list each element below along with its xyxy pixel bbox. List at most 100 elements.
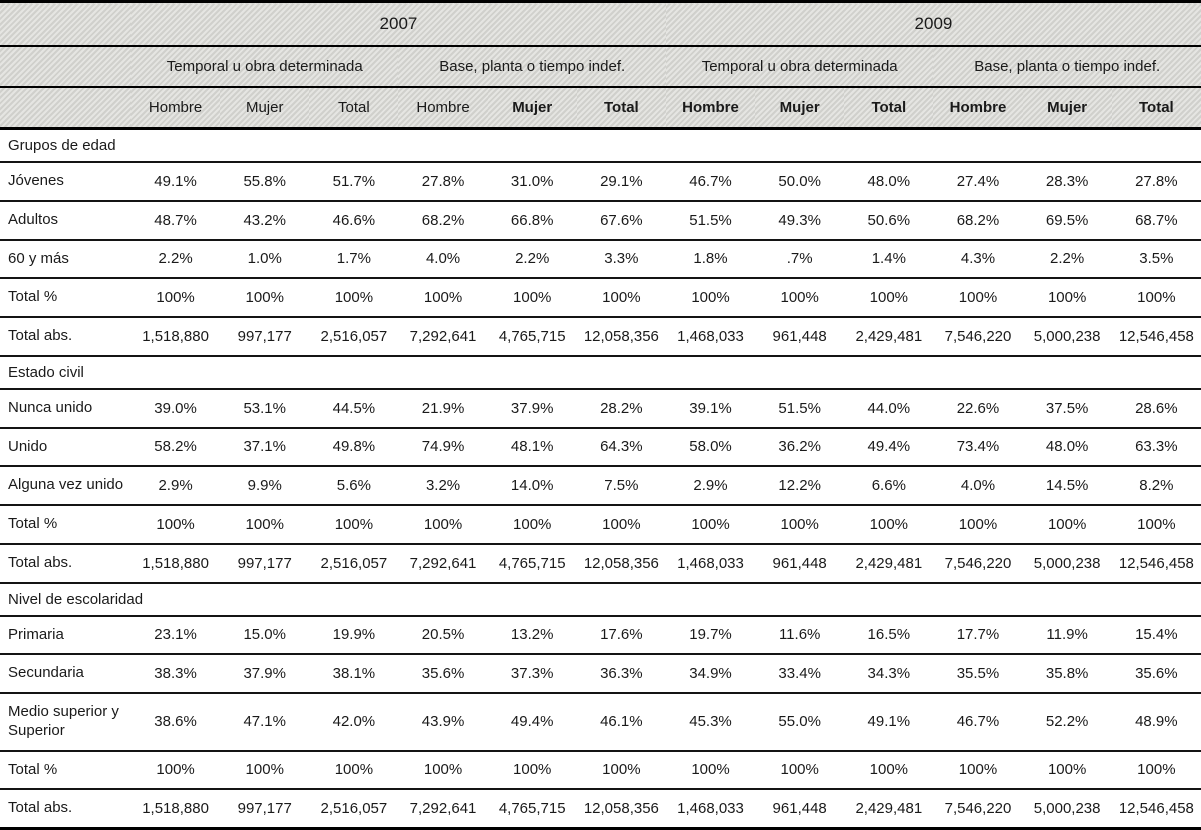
- value-cell: 27.8%: [1111, 162, 1201, 202]
- value-cell: 46.1%: [576, 693, 666, 752]
- value-cell: 27.4%: [933, 162, 1023, 202]
- value-cell: 3.5%: [1111, 239, 1201, 280]
- value-cell: 100%: [220, 505, 310, 545]
- value-cell: 51.7%: [309, 162, 399, 202]
- value-cell: 5.6%: [309, 466, 399, 506]
- row-label: Primaria: [0, 615, 131, 656]
- value-cell: 69.5%: [1022, 200, 1112, 241]
- col-header-total: Total: [576, 87, 666, 130]
- row-label: Nunca unido: [0, 388, 131, 429]
- value-cell: 9.9%: [220, 466, 310, 506]
- value-cell: 100%: [131, 750, 221, 791]
- value-cell: 37.9%: [487, 388, 577, 429]
- value-cell: 49.3%: [755, 200, 845, 241]
- value-cell: 100%: [398, 750, 488, 791]
- year-header-2009: 2009: [665, 1, 1201, 47]
- value-cell: 100%: [309, 750, 399, 791]
- value-cell: 31.0%: [487, 162, 577, 202]
- value-cell: 100%: [665, 505, 756, 545]
- value-cell: 100%: [576, 505, 666, 545]
- value-cell: 100%: [933, 505, 1023, 545]
- value-cell: 39.1%: [665, 388, 756, 429]
- value-cell: 100%: [665, 278, 756, 318]
- value-cell: 37.3%: [487, 654, 577, 694]
- table-row: Total abs. 1,518,880 997,177 2,516,057 7,292…: [0, 789, 1201, 829]
- table-row: 60 y más 2.2% 1.0% 1.7% 4.0% 2.2% 3.3% 1.8% .7% 1…: [0, 239, 1201, 280]
- value-cell: 2,429,481: [844, 789, 934, 829]
- value-cell: 28.2%: [576, 388, 666, 429]
- value-cell: 17.6%: [576, 615, 666, 656]
- corner-cell: [0, 46, 131, 88]
- row-label: Total abs.: [0, 543, 131, 584]
- corner-cell: [0, 87, 131, 130]
- value-cell: 11.9%: [1022, 615, 1112, 656]
- table-row: Secundaria 38.3% 37.9% 38.1% 35.6% 37.3% 36.3%…: [0, 654, 1201, 694]
- value-cell: 100%: [220, 750, 310, 791]
- value-cell: 100%: [1022, 505, 1112, 545]
- value-cell: 46.6%: [309, 200, 399, 241]
- value-cell: 100%: [665, 750, 756, 791]
- section-title: Grupos de edad: [0, 128, 1201, 163]
- table-row: Total abs. 1,518,880 997,177 2,516,057 7,292…: [0, 317, 1201, 357]
- value-cell: 55.0%: [755, 693, 845, 752]
- value-cell: 36.2%: [755, 427, 845, 468]
- col-header-hombre: Hombre: [398, 87, 488, 130]
- row-label: Total abs.: [0, 317, 131, 357]
- value-cell: 7.5%: [576, 466, 666, 506]
- value-cell: 50.6%: [844, 200, 934, 241]
- col-header-mujer: Mujer: [220, 87, 310, 130]
- value-cell: 997,177: [220, 317, 310, 357]
- value-cell: 63.3%: [1111, 427, 1201, 468]
- value-cell: 1.4%: [844, 239, 934, 280]
- value-cell: 2.2%: [131, 239, 221, 280]
- value-cell: 34.3%: [844, 654, 934, 694]
- value-cell: 47.1%: [220, 693, 310, 752]
- value-cell: 1,468,033: [665, 317, 756, 357]
- value-cell: 12,546,458: [1111, 317, 1201, 357]
- value-cell: 100%: [487, 750, 577, 791]
- value-cell: 33.4%: [755, 654, 845, 694]
- value-cell: 48.1%: [487, 427, 577, 468]
- section-title-row: Grupos de edad: [0, 128, 1201, 163]
- value-cell: 7,292,641: [398, 317, 488, 357]
- value-cell: 48.0%: [844, 162, 934, 202]
- value-cell: 27.8%: [398, 162, 488, 202]
- row-label: Total %: [0, 278, 131, 318]
- table-row: Total % 100% 100% 100% 100% 100% 100% 100% 100% 1…: [0, 505, 1201, 545]
- col-header-hombre: Hombre: [665, 87, 756, 130]
- value-cell: 2.2%: [1022, 239, 1112, 280]
- value-cell: 1,518,880: [131, 317, 221, 357]
- col-header-hombre: Hombre: [933, 87, 1023, 130]
- col-header-total: Total: [1111, 87, 1201, 130]
- value-cell: 49.4%: [487, 693, 577, 752]
- value-cell: 100%: [220, 278, 310, 318]
- value-cell: 49.4%: [844, 427, 934, 468]
- value-cell: 28.6%: [1111, 388, 1201, 429]
- value-cell: 1,468,033: [665, 789, 756, 829]
- col-header-mujer: Mujer: [755, 87, 845, 130]
- value-cell: 7,546,220: [933, 789, 1023, 829]
- table-body: Grupos de edad Jóvenes 49.1% 55.8% 51.7% 27.…: [0, 128, 1201, 829]
- value-cell: 3.2%: [398, 466, 488, 506]
- value-cell: 7,546,220: [933, 317, 1023, 357]
- value-cell: 28.3%: [1022, 162, 1112, 202]
- value-cell: 29.1%: [576, 162, 666, 202]
- value-cell: 16.5%: [844, 615, 934, 656]
- value-cell: 35.8%: [1022, 654, 1112, 694]
- value-cell: 100%: [487, 278, 577, 318]
- row-label: Alguna vez unido: [0, 466, 131, 506]
- value-cell: 7,546,220: [933, 543, 1023, 584]
- value-cell: 100%: [1111, 278, 1201, 318]
- table-row: Primaria 23.1% 15.0% 19.9% 20.5% 13.2% 17.6% 19…: [0, 615, 1201, 656]
- value-cell: 2.2%: [487, 239, 577, 280]
- value-cell: 35.6%: [398, 654, 488, 694]
- value-cell: 4,765,715: [487, 317, 577, 357]
- value-cell: 100%: [755, 505, 845, 545]
- value-cell: 49.1%: [844, 693, 934, 752]
- table-row: Total abs. 1,518,880 997,177 2,516,057 7,292…: [0, 543, 1201, 584]
- value-cell: 2,516,057: [309, 317, 399, 357]
- value-cell: 37.1%: [220, 427, 310, 468]
- value-cell: 43.2%: [220, 200, 310, 241]
- value-cell: 5,000,238: [1022, 789, 1112, 829]
- col-header-total: Total: [309, 87, 399, 130]
